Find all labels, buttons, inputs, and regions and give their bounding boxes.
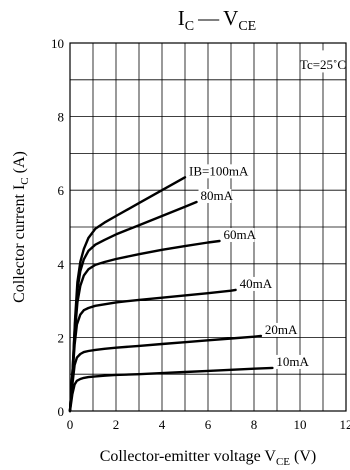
curve-label-bg — [237, 276, 271, 291]
x-tick-label: 4 — [159, 417, 166, 432]
curve-label: 60mA — [224, 227, 257, 242]
y-axis-label: Collector current IC (A) — [11, 151, 31, 303]
title-dash: — — [197, 6, 220, 30]
curve-label: IB=100mA — [189, 163, 249, 178]
x-axis-label-text: Collector-emitter voltage V — [100, 448, 277, 465]
title-ic: I — [178, 6, 185, 30]
x-tick-label: 0 — [67, 417, 74, 432]
y-axis-label-text: Collector current I — [11, 185, 28, 303]
curve-label-bg — [221, 227, 255, 242]
condition-label: Tc=25˚C — [300, 57, 346, 72]
curve-label-bg — [262, 322, 296, 337]
y-tick-label: 0 — [58, 404, 65, 419]
y-tick-labels: 0 2 4 6 8 10 — [51, 36, 65, 419]
curve-label: 40mA — [240, 276, 273, 291]
title-vce: V — [223, 6, 238, 30]
y-axis-label-sub: C — [19, 177, 31, 184]
curve-labels: IB=100mA 80mA 60mA 40mA 20mA 10mA — [187, 163, 310, 369]
curve-80mA — [68, 200, 198, 413]
y-tick-label: 10 — [51, 36, 64, 51]
y-axis-label-unit: (A) — [11, 151, 28, 177]
x-axis-label: Collector-emitter voltage VCE (V) — [100, 448, 317, 468]
curve-label-bg — [274, 354, 308, 369]
curves — [68, 176, 274, 413]
x-axis-label-unit: (V) — [290, 448, 316, 465]
x-tick-label: 6 — [205, 417, 212, 432]
curve-label: 20mA — [265, 322, 298, 337]
curve-label-bg — [198, 188, 232, 203]
chart-title: IC — VCE — [178, 6, 256, 34]
y-tick-label: 8 — [58, 110, 65, 125]
curve-label: 10mA — [276, 354, 309, 369]
curve-label-bg — [187, 164, 249, 179]
x-tick-labels: 0 2 4 6 8 10 12 — [67, 417, 350, 432]
curve-20mA — [68, 334, 263, 413]
plot-frame — [69, 42, 347, 412]
x-tick-label: 12 — [340, 417, 350, 432]
curve-40mA — [68, 288, 237, 413]
y-tick-label: 2 — [58, 330, 65, 345]
y-tick-label: 6 — [58, 183, 65, 198]
condition-box-bg — [301, 50, 345, 73]
title-ic-sub: C — [185, 19, 194, 34]
curve-IB=100mA — [68, 176, 187, 413]
x-axis-label-sub: CE — [276, 456, 290, 468]
curve-label: 80mA — [201, 188, 234, 203]
x-tick-label: 2 — [113, 417, 120, 432]
x-tick-label: 8 — [251, 417, 258, 432]
y-tick-label: 4 — [58, 257, 65, 272]
curve-10mA — [68, 366, 274, 413]
title-vce-sub: CE — [238, 19, 256, 34]
x-tick-label: 10 — [294, 417, 307, 432]
curve-60mA — [68, 239, 221, 413]
